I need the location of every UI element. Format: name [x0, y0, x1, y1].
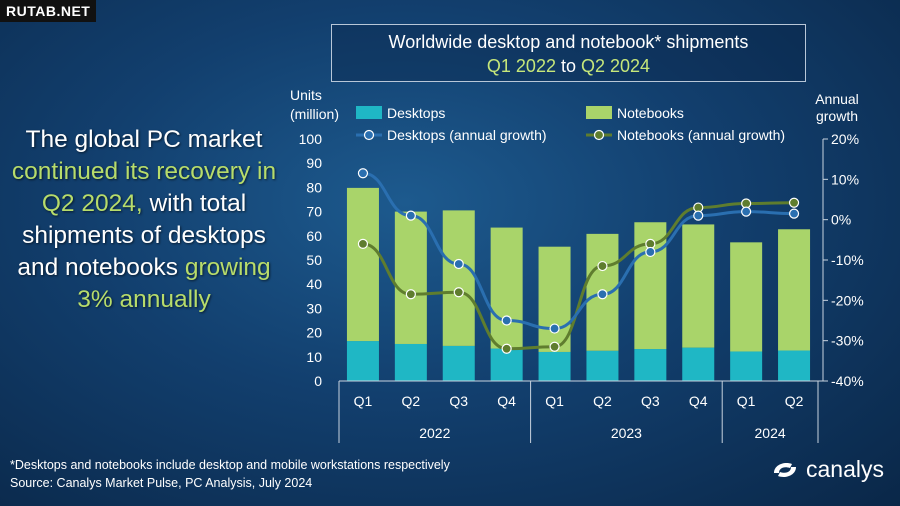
year-label: 2024 — [755, 425, 786, 441]
desktops-growth-point — [741, 206, 752, 217]
x-tick-label: Q2 — [593, 393, 612, 409]
y-tick-label: 80 — [306, 179, 322, 195]
subtitle-end: Q2 2024 — [581, 56, 651, 76]
y-tick-label: 20 — [306, 325, 322, 341]
bar-desktops — [394, 343, 427, 381]
y2-axis-title-line-1: Annual — [815, 91, 859, 107]
y-tick-label: 90 — [306, 155, 322, 171]
bar-desktops — [634, 349, 667, 381]
y-axis-title-line-1: Units — [290, 87, 322, 103]
bar-notebooks — [346, 187, 379, 342]
x-tick-label: Q4 — [689, 393, 708, 409]
headline-part-4: growing 3% annually — [77, 254, 271, 313]
x-tick-label: Q1 — [545, 393, 564, 409]
bar-desktops — [490, 348, 523, 381]
desktops-growth-point — [405, 210, 416, 221]
notebooks-growth-point — [501, 343, 512, 354]
desktops-growth-point — [357, 168, 369, 179]
year-label: 2022 — [419, 425, 450, 441]
chart-title: Worldwide desktop and notebook* shipment… — [388, 32, 749, 52]
footnote: *Desktops and notebooks include desktop … — [10, 456, 450, 492]
bar-notebooks — [730, 242, 763, 352]
x-tick-label: Q2 — [785, 393, 804, 409]
y2-tick-label: 0% — [831, 212, 851, 228]
y-tick-label: 60 — [306, 228, 322, 244]
y-axis-title-line-2: (million) — [290, 106, 339, 122]
y-tick-label: 40 — [306, 276, 322, 292]
y2-tick-label: -40% — [831, 373, 864, 389]
legend-label-notebooks-growth: Notebooks (annual growth) — [617, 127, 785, 143]
desktops-growth-point — [549, 323, 560, 334]
bar-notebooks — [778, 229, 811, 351]
desktops-growth-point — [501, 315, 512, 326]
y-tick-label: 30 — [306, 300, 322, 316]
y-tick-label: 100 — [299, 131, 323, 147]
canalys-logo: canalys — [770, 456, 884, 483]
notebooks-growth-point — [597, 260, 608, 272]
chart-subtitle: Q1 2022 to Q2 2024 — [332, 54, 805, 78]
desktops-growth-point — [788, 208, 800, 219]
notebooks-growth-point — [453, 287, 464, 298]
y-tick-label: 50 — [306, 252, 322, 268]
notebooks-growth-point — [405, 289, 416, 300]
bar-notebooks — [442, 210, 475, 346]
canalys-logo-icon — [774, 462, 796, 477]
canalys-logo-text: canalys — [806, 456, 884, 482]
y-tick-label: 70 — [306, 204, 322, 220]
year-label: 2023 — [611, 425, 642, 441]
bar-desktops — [346, 341, 379, 381]
bar-desktops — [778, 350, 811, 381]
footnote-line-1: *Desktops and notebooks include desktop … — [10, 458, 450, 472]
legend-swatch-desktops — [356, 106, 382, 119]
legend-swatch-notebooks — [586, 106, 612, 119]
chart-title-box: Worldwide desktop and notebook* shipment… — [331, 24, 806, 82]
legend-label-desktops: Desktops — [387, 105, 445, 121]
desktops-growth-point — [693, 210, 704, 221]
notebooks-growth-point — [357, 238, 369, 249]
watermark: RUTAB.NET — [0, 0, 97, 22]
legend-marker-notebooks-growth — [593, 129, 605, 141]
y2-axis-title-line-2: growth — [816, 108, 858, 124]
x-tick-label: Q3 — [641, 393, 660, 409]
x-tick-label: Q3 — [449, 393, 468, 409]
headline-part-2: continued its recovery in Q2 2024, — [11, 158, 277, 217]
subtitle-start: Q1 2022 — [486, 56, 556, 76]
x-tick-label: Q1 — [737, 393, 756, 409]
x-tick-label: Q1 — [354, 393, 373, 409]
y-tick-label: 10 — [306, 349, 322, 365]
bar-notebooks — [394, 211, 427, 344]
desktops-growth-point — [645, 246, 656, 258]
x-tick-label: Q4 — [497, 393, 516, 409]
bar-desktops — [730, 351, 763, 381]
y2-tick-label: -10% — [831, 252, 864, 268]
bar-desktops — [682, 347, 715, 381]
legend-label-desktops-growth: Desktops (annual growth) — [387, 127, 547, 143]
headline-part-1: The global PC market — [25, 126, 263, 153]
y2-tick-label: -30% — [831, 333, 864, 349]
notebooks-growth-point — [549, 341, 560, 352]
desktops-growth-point — [453, 258, 464, 270]
desktops-growth-line — [362, 171, 795, 331]
headline: The global PC market continued its recov… — [8, 124, 280, 316]
desktops-growth-point — [597, 289, 608, 300]
y2-tick-label: 20% — [831, 131, 859, 147]
headline-part-3: with total shipments of desktops and not… — [17, 190, 266, 281]
y2-tick-label: -20% — [831, 292, 864, 308]
bar-notebooks — [490, 227, 523, 349]
y-tick-label: 0 — [314, 373, 322, 389]
legend-label-notebooks: Notebooks — [617, 105, 684, 121]
x-tick-label: Q2 — [402, 393, 421, 409]
bar-desktops — [538, 351, 571, 381]
legend-marker-desktops-growth — [363, 129, 375, 141]
footnote-source: Source: Canalys Market Pulse, PC Analysi… — [10, 476, 313, 490]
notebooks-growth-point — [788, 197, 800, 208]
bar-notebooks — [538, 246, 571, 352]
bar-desktops — [442, 345, 475, 381]
subtitle-to: to — [560, 56, 576, 76]
bar-desktops — [586, 350, 619, 381]
bar-notebooks — [682, 224, 715, 348]
y2-tick-label: 10% — [831, 171, 859, 187]
